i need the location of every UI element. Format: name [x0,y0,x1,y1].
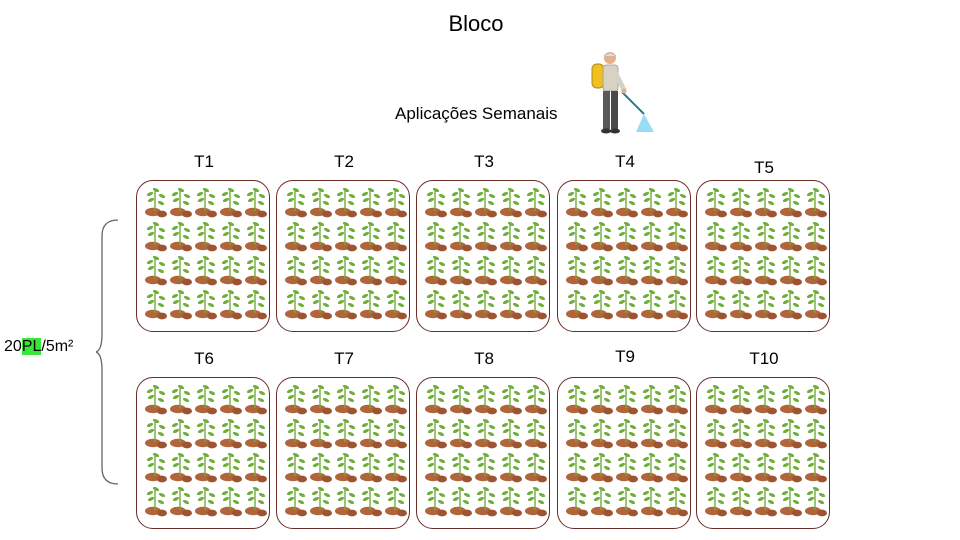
treatment-plot [416,377,550,529]
curly-brace-icon [96,219,119,485]
plant-icon [425,187,547,320]
plant-icon [145,384,267,517]
density-suffix: /5m² [41,338,74,355]
treatment-plot [696,377,830,529]
treatment-plot [557,377,691,529]
treatment-plot [136,377,270,529]
plot-label: T9 [615,347,635,366]
treatment-plot [276,180,410,332]
plot-label: T3 [474,152,494,171]
treatment-plot [416,180,550,332]
plant-icon [285,187,407,320]
treatment-plot [696,180,830,332]
density-highlight: PL [21,338,42,355]
plant-icon [145,187,267,320]
plot-label: T5 [754,158,774,177]
density-prefix: 20 [4,338,22,355]
treatment-plot [136,180,270,332]
plot-label: T8 [474,349,494,368]
application-label: Aplicações Semanais [395,104,558,123]
treatment-plot [557,180,691,332]
plant-icon [285,384,407,517]
plant-icon [705,187,827,320]
plot-label: T10 [749,349,779,368]
plant-icon [566,384,688,517]
plant-icon [705,384,827,517]
plot-label: T4 [615,152,635,171]
plot-label: T1 [194,152,214,171]
treatment-plot [276,377,410,529]
plant-icon [566,187,688,320]
plot-label: T2 [334,152,354,171]
plant-icon [425,384,547,517]
diagram-title: Bloco [448,11,504,36]
plot-label: T7 [334,349,354,368]
plot-label: T6 [194,349,214,368]
person-spraying-icon [591,52,654,134]
plant-density-label: 20PL/5m² [4,338,73,356]
